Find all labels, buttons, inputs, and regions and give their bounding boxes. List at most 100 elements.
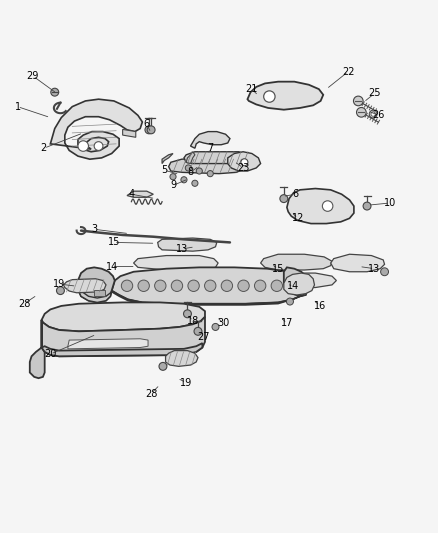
Circle shape — [155, 280, 166, 292]
Circle shape — [171, 280, 183, 292]
Text: 6: 6 — [144, 119, 150, 129]
Text: 17: 17 — [281, 318, 293, 328]
Polygon shape — [261, 254, 332, 270]
Text: 25: 25 — [368, 88, 381, 99]
Text: 1: 1 — [14, 102, 21, 111]
Circle shape — [147, 126, 155, 134]
Circle shape — [212, 324, 219, 330]
Polygon shape — [42, 302, 205, 332]
Text: 14: 14 — [287, 281, 300, 291]
Polygon shape — [68, 339, 148, 349]
Circle shape — [194, 327, 202, 335]
Text: 20: 20 — [44, 349, 57, 359]
Circle shape — [196, 168, 202, 174]
Circle shape — [185, 165, 191, 171]
Text: 15: 15 — [272, 264, 284, 273]
Text: 21: 21 — [246, 84, 258, 94]
Polygon shape — [228, 152, 261, 171]
Polygon shape — [50, 99, 142, 159]
Polygon shape — [123, 130, 136, 138]
Circle shape — [159, 362, 167, 370]
Polygon shape — [331, 254, 385, 272]
Circle shape — [121, 280, 133, 292]
Circle shape — [170, 174, 176, 180]
Polygon shape — [169, 158, 245, 174]
Text: 28: 28 — [18, 298, 30, 309]
Polygon shape — [247, 82, 323, 110]
Polygon shape — [78, 286, 307, 305]
Text: 28: 28 — [145, 389, 157, 399]
Circle shape — [264, 91, 275, 102]
Circle shape — [51, 88, 59, 96]
Polygon shape — [166, 351, 198, 366]
Polygon shape — [186, 152, 195, 164]
Text: 5: 5 — [161, 165, 167, 175]
Circle shape — [254, 280, 266, 292]
Polygon shape — [284, 273, 314, 295]
Polygon shape — [42, 343, 202, 356]
Text: 22: 22 — [342, 67, 354, 77]
Circle shape — [369, 110, 377, 118]
Text: 27: 27 — [198, 332, 210, 342]
Text: 13: 13 — [176, 244, 188, 254]
Circle shape — [57, 287, 64, 295]
Polygon shape — [162, 154, 173, 164]
Text: 23: 23 — [237, 163, 249, 173]
Circle shape — [188, 280, 199, 292]
Polygon shape — [191, 132, 230, 148]
Text: 16: 16 — [314, 301, 326, 311]
Text: 30: 30 — [217, 318, 230, 328]
Polygon shape — [262, 273, 336, 287]
Text: 8: 8 — [187, 167, 194, 177]
Circle shape — [363, 202, 371, 210]
Text: 15: 15 — [108, 237, 120, 247]
Polygon shape — [127, 191, 153, 197]
Text: 4: 4 — [128, 189, 134, 199]
Polygon shape — [158, 238, 217, 251]
Circle shape — [94, 142, 103, 150]
Text: 6: 6 — [293, 189, 299, 199]
Text: 18: 18 — [187, 316, 199, 326]
Circle shape — [271, 280, 283, 292]
Polygon shape — [112, 268, 307, 304]
Circle shape — [205, 280, 216, 292]
Bar — [94, 290, 105, 296]
Text: 19: 19 — [180, 377, 192, 387]
Circle shape — [145, 126, 153, 134]
Circle shape — [207, 171, 213, 177]
Text: 19: 19 — [53, 279, 65, 289]
Text: 2: 2 — [41, 143, 47, 154]
Circle shape — [371, 112, 375, 116]
Circle shape — [221, 280, 233, 292]
Text: 7: 7 — [207, 143, 213, 154]
Polygon shape — [78, 268, 115, 302]
Circle shape — [381, 268, 389, 276]
Polygon shape — [134, 255, 218, 270]
Polygon shape — [184, 152, 250, 164]
Polygon shape — [284, 268, 307, 296]
Circle shape — [184, 310, 191, 318]
Circle shape — [280, 195, 288, 203]
Text: 13: 13 — [368, 264, 381, 273]
Polygon shape — [42, 317, 205, 356]
Circle shape — [78, 141, 88, 151]
Circle shape — [241, 159, 248, 166]
Circle shape — [181, 177, 187, 183]
Text: 9: 9 — [170, 181, 176, 190]
Polygon shape — [30, 320, 45, 378]
Circle shape — [322, 201, 333, 211]
Text: 12: 12 — [292, 213, 304, 223]
Text: 26: 26 — [373, 110, 385, 120]
Circle shape — [192, 180, 198, 187]
Polygon shape — [64, 279, 106, 293]
Text: 29: 29 — [27, 71, 39, 81]
Text: 10: 10 — [384, 198, 396, 208]
Circle shape — [357, 108, 366, 117]
Circle shape — [138, 280, 149, 292]
Circle shape — [353, 96, 363, 106]
Text: 3: 3 — [91, 224, 97, 235]
Polygon shape — [287, 189, 354, 223]
Circle shape — [286, 298, 293, 305]
Circle shape — [238, 280, 249, 292]
Text: 14: 14 — [106, 262, 118, 271]
